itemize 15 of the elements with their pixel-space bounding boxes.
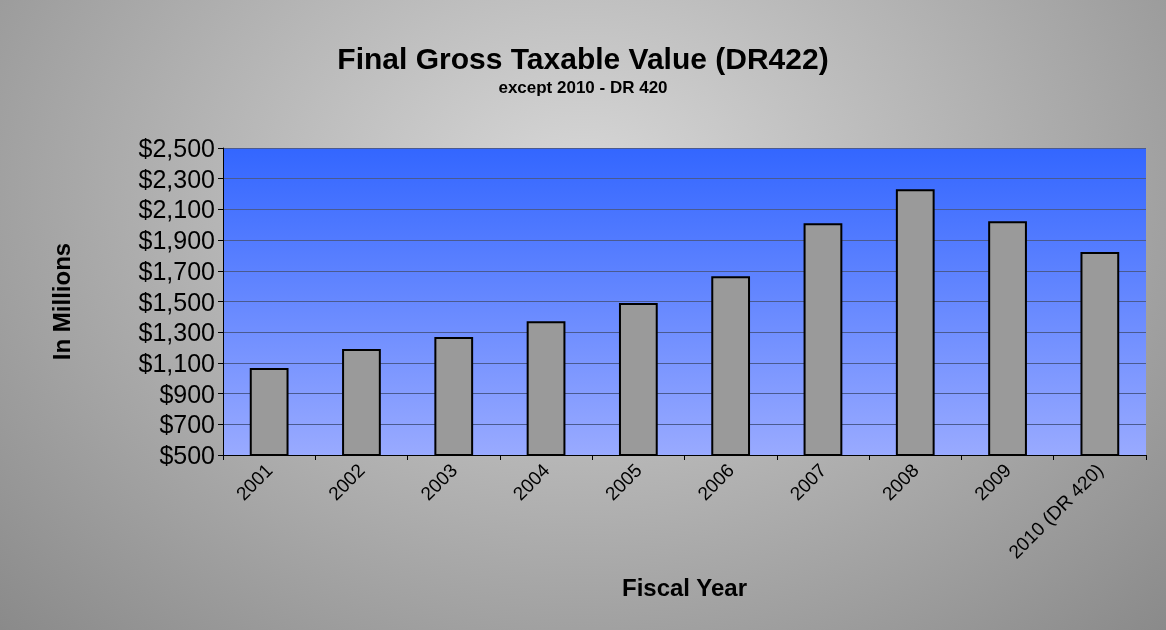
y-tick-label: $700 bbox=[159, 410, 215, 439]
y-tick-label: $1,500 bbox=[138, 287, 215, 316]
y-tick-label: $1,100 bbox=[138, 348, 215, 377]
chart-title: Final Gross Taxable Value (DR422) bbox=[337, 41, 829, 75]
y-tick-label: $900 bbox=[159, 379, 215, 408]
chart-subtitle: except 2010 - DR 420 bbox=[498, 78, 668, 97]
y-tick-label: $1,700 bbox=[138, 256, 215, 285]
y-tick-label: $1,900 bbox=[138, 226, 215, 255]
y-tick-label: $1,300 bbox=[138, 318, 215, 347]
y-tick-label: $2,100 bbox=[138, 195, 215, 224]
y-tick-label: $2,500 bbox=[138, 134, 215, 162]
y-tick-label: $2,300 bbox=[138, 164, 215, 193]
x-axis-title: Fiscal Year bbox=[622, 573, 747, 601]
y-axis-title: In Millions bbox=[47, 242, 75, 361]
y-tick-label: $500 bbox=[159, 441, 215, 469]
